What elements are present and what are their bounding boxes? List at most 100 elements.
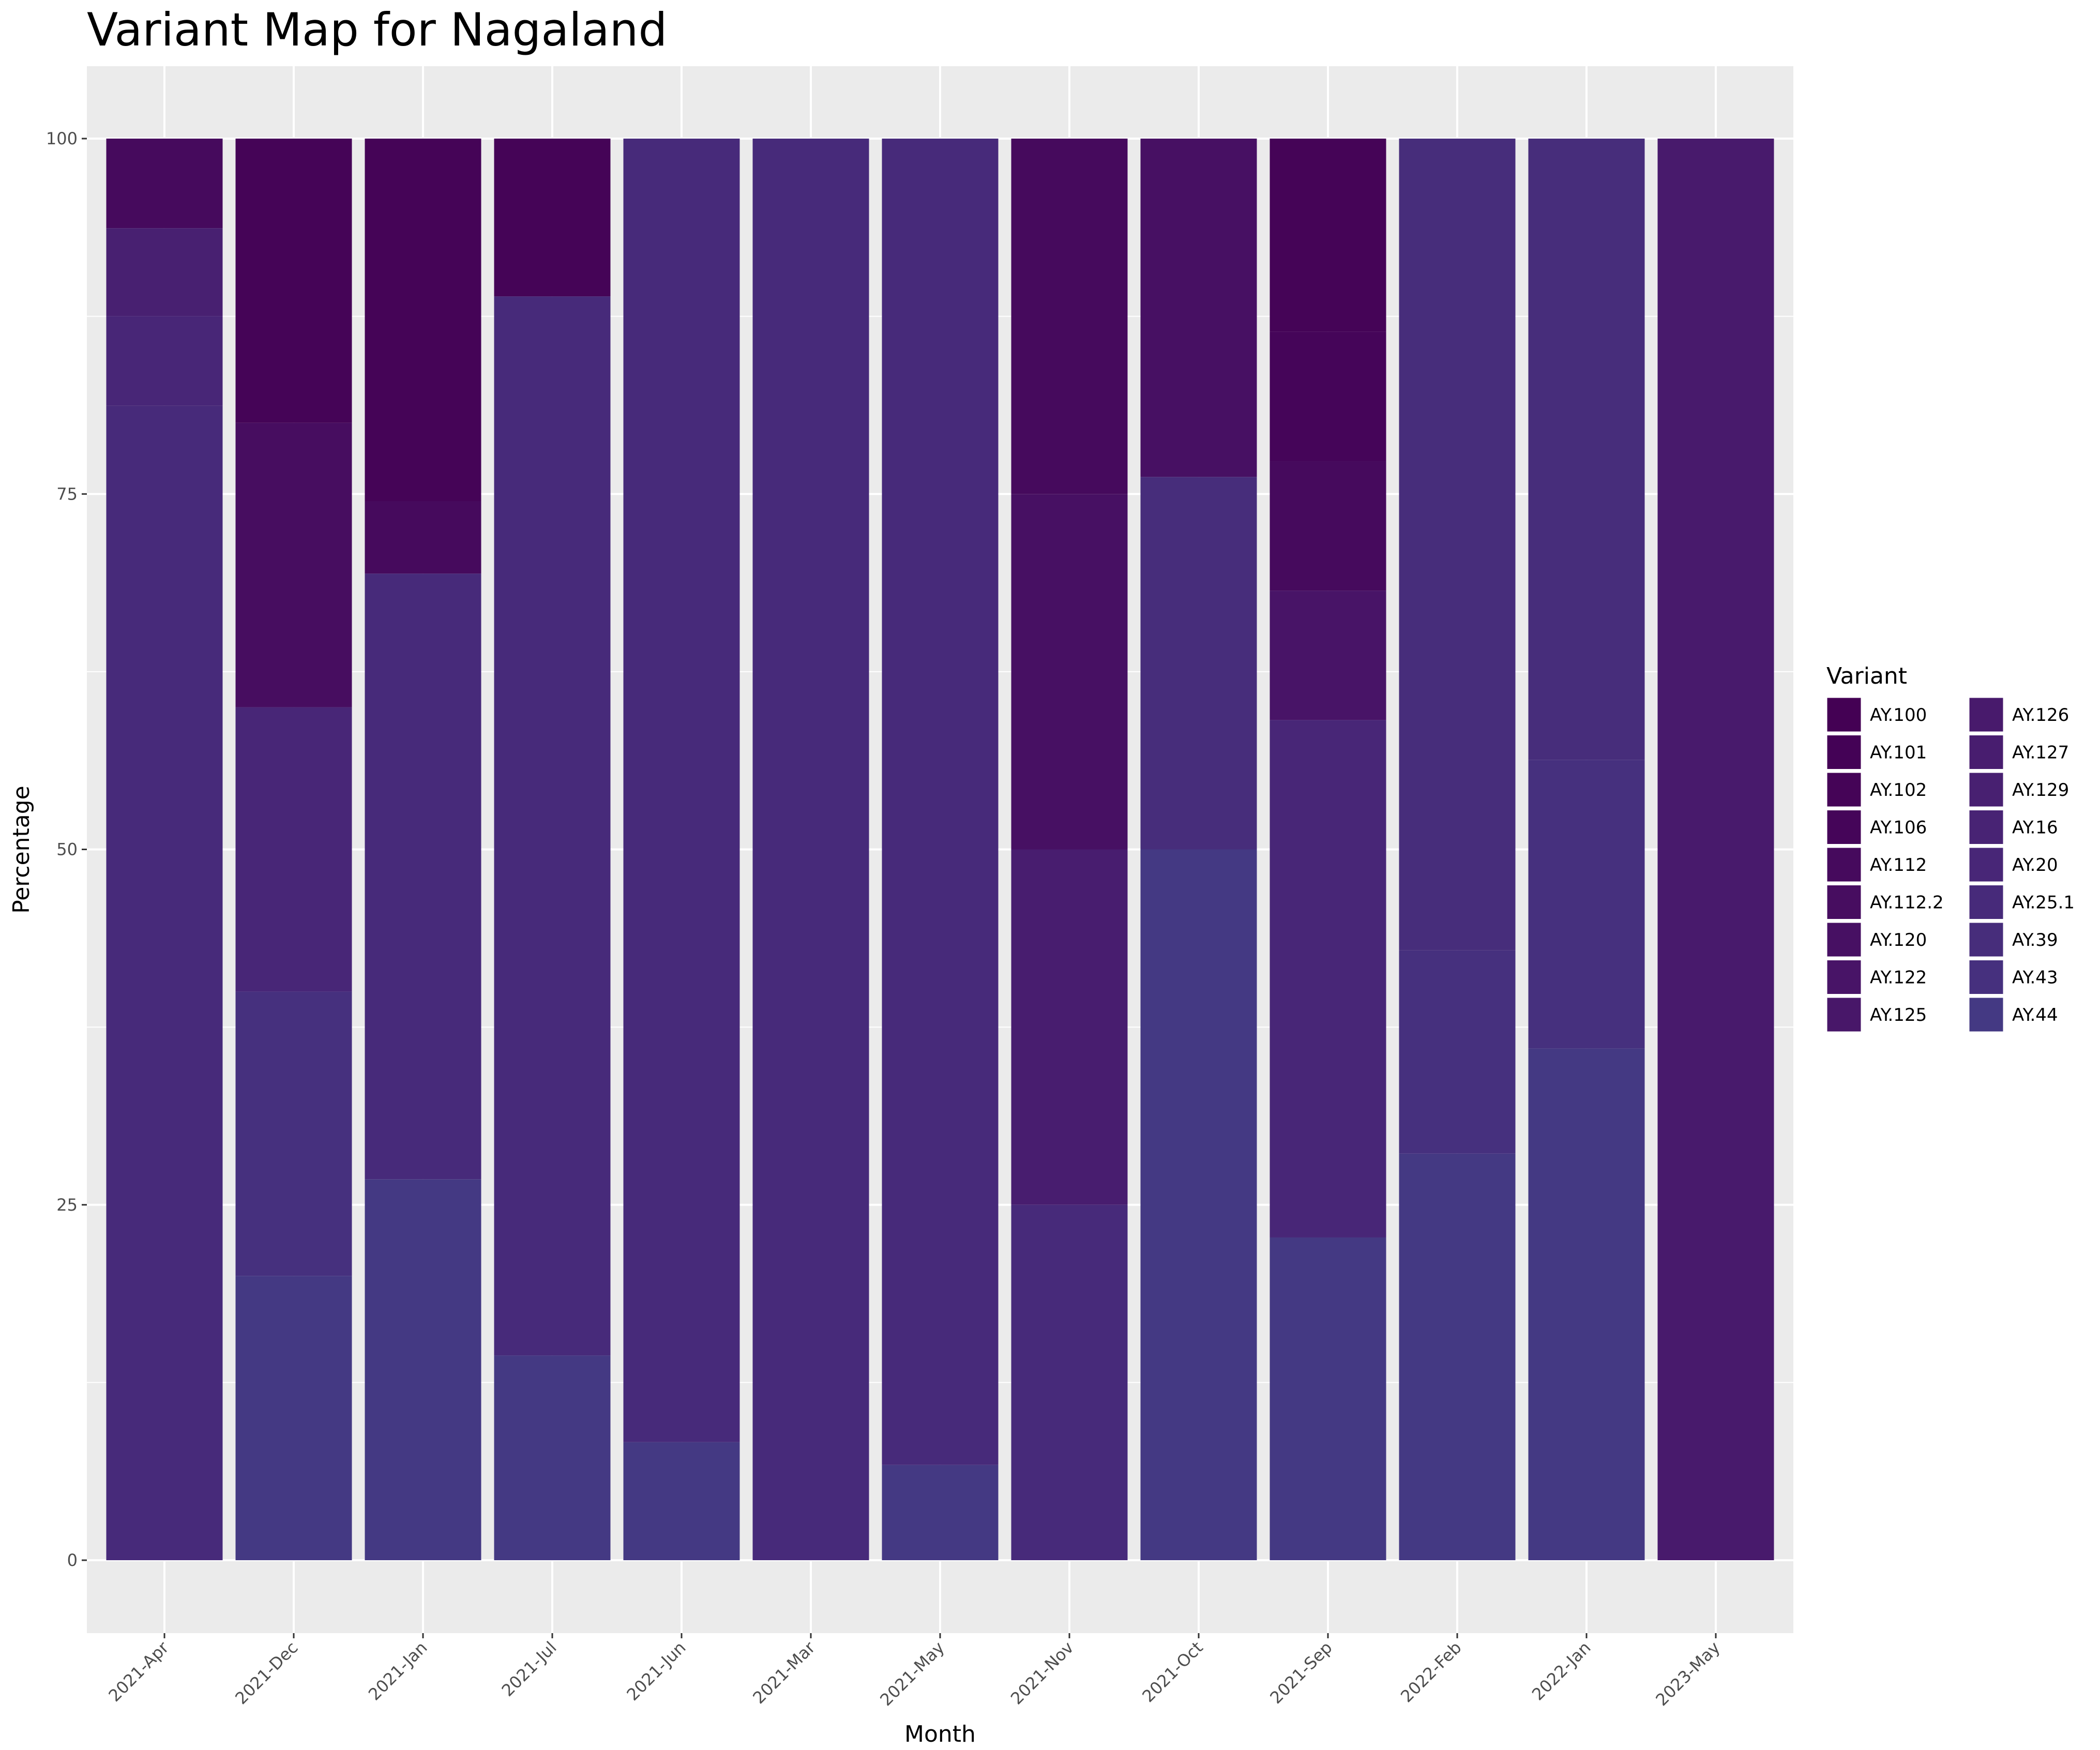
bar-segment-AY.44 <box>365 1179 481 1560</box>
bar-segment-AY.43 <box>1399 950 1516 1154</box>
legend-label: AY.16 <box>2012 818 2058 838</box>
y-axis: 0 25 50 75 100 <box>46 129 87 1570</box>
legend-label: AY.100 <box>1870 705 1927 726</box>
legend-label: AY.44 <box>2012 1005 2058 1025</box>
bar-segment-AY.112 <box>365 501 481 574</box>
bar-segment-AY.44 <box>494 1355 611 1560</box>
y-tick-label: 25 <box>56 1195 78 1215</box>
bar-segment-AY.43 <box>235 991 352 1276</box>
bar-segment-AY.25.1 <box>365 574 481 1180</box>
bar-segment-AY.102 <box>494 139 611 297</box>
legend-label: AY.129 <box>2012 780 2069 801</box>
chart-title: Variant Map for Nagaland <box>87 3 667 56</box>
bar-segment-AY.126 <box>1657 139 1774 1560</box>
legend-item-AY.39: AY.39 <box>1968 921 2058 958</box>
legend-label: AY.39 <box>2012 930 2058 951</box>
legend-key <box>1968 696 2005 733</box>
legend-item-AY.127: AY.127 <box>1968 734 2069 771</box>
y-tick-label: 75 <box>56 484 78 504</box>
bar-segment-AY.25.1 <box>752 139 869 1560</box>
legend-item-AY.125: AY.125 <box>1825 996 1927 1033</box>
legend: Variant AY.100 AY.101 AY.102 AY.106 AY.112 AY… <box>1825 663 2075 1033</box>
legend-key <box>1968 809 2005 846</box>
legend-key <box>1968 921 2005 958</box>
bar-segment-AY.44 <box>623 1442 740 1560</box>
legend-item-AY.102: AY.102 <box>1825 771 1927 808</box>
bar-stack-2021-May <box>882 139 999 1560</box>
legend-item-AY.44: AY.44 <box>1968 996 2058 1033</box>
bar-segment-AY.44 <box>1528 1048 1645 1560</box>
legend-item-AY.112.2: AY.112.2 <box>1825 884 1944 921</box>
legend-key <box>1825 884 1863 921</box>
bar-segment-AY.39 <box>1528 139 1645 760</box>
legend-key <box>1825 771 1863 808</box>
bars <box>106 139 1774 1560</box>
bar-segment-AY.20 <box>106 316 223 406</box>
legend-label: AY.122 <box>1870 968 1927 988</box>
legend-label: AY.127 <box>2012 743 2069 763</box>
bar-stack-2021-Oct <box>1140 139 1257 1560</box>
bar-segment-AY.112 <box>1011 139 1128 494</box>
legend-item-AY.126: AY.126 <box>1968 696 2069 733</box>
legend-key <box>1968 734 2005 771</box>
bar-segment-AY.122 <box>1270 591 1386 720</box>
legend-item-AY.129: AY.129 <box>1968 771 2069 808</box>
legend-key <box>1825 734 1863 771</box>
y-tick-label: 0 <box>67 1550 78 1570</box>
bar-segment-AY.25.1 <box>106 405 223 1560</box>
bar-segment-AY.39 <box>1399 139 1516 951</box>
legend-label: AY.112 <box>1870 855 1927 876</box>
legend-key <box>1825 809 1863 846</box>
legend-label: AY.20 <box>2012 855 2058 876</box>
y-tick-label: 100 <box>46 129 78 148</box>
bar-segment-AY.127 <box>1011 849 1128 1205</box>
bar-segment-AY.120 <box>1140 139 1257 477</box>
bar-segment-AY.20 <box>1270 720 1386 1238</box>
bar-segment-AY.120 <box>1011 494 1128 850</box>
legend-label: AY.126 <box>2012 705 2069 726</box>
legend-label: AY.102 <box>1870 780 1927 801</box>
legend-key <box>1825 959 1863 995</box>
bar-segment-AY.43 <box>1528 760 1645 1049</box>
bar-segment-AY.20 <box>235 707 352 992</box>
bar-segment-AY.129 <box>106 228 223 316</box>
legend-item-AY.122: AY.122 <box>1825 959 1927 995</box>
bar-segment-AY.25.1 <box>882 139 999 1465</box>
bar-segment-AY.112.2 <box>235 423 352 707</box>
bar-segment-AY.44 <box>1270 1237 1386 1560</box>
legend-key <box>1825 696 1863 733</box>
y-tick-label: 50 <box>56 840 78 859</box>
bar-segment-AY.102 <box>235 139 352 423</box>
legend-key <box>1968 771 2005 808</box>
bar-segment-AY.106 <box>1270 331 1386 462</box>
bar-stack-2021-Jul <box>494 139 611 1560</box>
bar-stack-2021-Nov <box>1011 139 1128 1560</box>
bar-segment-AY.112 <box>106 139 223 229</box>
bar-stack-2021-Jun <box>623 139 740 1560</box>
legend-key <box>1968 959 2005 995</box>
legend-title: Variant <box>1826 663 1907 689</box>
bar-stack-2021-Mar <box>752 139 869 1560</box>
bar-segment-AY.44 <box>1140 849 1257 1560</box>
bar-segment-AY.44 <box>882 1465 999 1560</box>
legend-key <box>1968 846 2005 883</box>
legend-item-AY.106: AY.106 <box>1825 809 1927 846</box>
legend-label: AY.25.1 <box>2012 893 2075 913</box>
bar-stack-2023-May <box>1657 139 1774 1560</box>
legend-item-AY.100: AY.100 <box>1825 696 1927 733</box>
bar-stack-2021-Sep <box>1270 139 1386 1560</box>
bar-stack-2022-Jan <box>1528 139 1645 1560</box>
bar-segment-AY.44 <box>1399 1153 1516 1560</box>
bar-segment-AY.25.1 <box>623 139 740 1442</box>
legend-item-AY.16: AY.16 <box>1968 809 2058 846</box>
legend-item-AY.25.1: AY.25.1 <box>1968 884 2075 921</box>
bar-segment-AY.44 <box>235 1276 352 1560</box>
bar-stack-2021-Dec <box>235 139 352 1560</box>
x-axis-title: Month <box>904 1721 976 1747</box>
legend-key <box>1968 884 2005 921</box>
bar-segment-AY.25.1 <box>494 296 611 1356</box>
bar-segment-AY.112 <box>1270 461 1386 591</box>
legend-item-AY.101: AY.101 <box>1825 734 1927 771</box>
bar-segment-AY.39 <box>1140 477 1257 850</box>
